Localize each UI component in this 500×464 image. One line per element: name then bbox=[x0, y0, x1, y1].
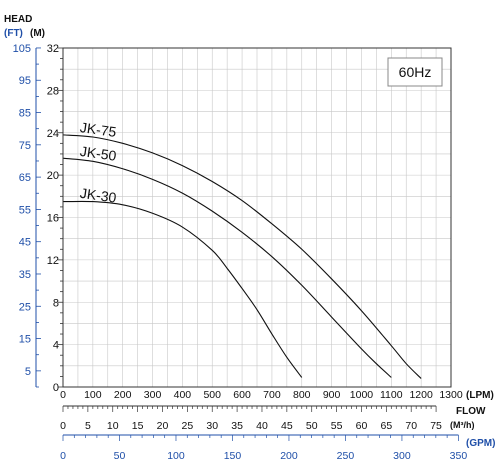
x-m3h-tick-label: 55 bbox=[331, 420, 343, 432]
x-lpm-tick-label: 900 bbox=[323, 389, 341, 401]
x-gpm-tick-label: 0 bbox=[60, 450, 66, 462]
x-m3h-tick-label: 65 bbox=[380, 420, 392, 432]
x-m3h-tick-label: 35 bbox=[231, 420, 243, 432]
x-m3h-tick-label: 75 bbox=[430, 420, 442, 432]
m3h-unit: (M³/h) bbox=[450, 420, 475, 430]
x-lpm-tick-label: 0 bbox=[60, 389, 66, 401]
x-gpm-tick-label: 150 bbox=[224, 450, 242, 462]
y-ft-tick-label: 55 bbox=[19, 204, 31, 216]
x-m3h-tick-label: 25 bbox=[182, 420, 194, 432]
x-lpm-tick-label: 1300 bbox=[439, 389, 463, 401]
grid bbox=[63, 48, 451, 387]
x-lpm-tick-label: 800 bbox=[293, 389, 311, 401]
x-lpm-tick-label: 600 bbox=[233, 389, 251, 401]
series-label-jk-30: JK-30 bbox=[79, 185, 118, 206]
head-axis-title: HEAD bbox=[4, 14, 32, 25]
x-m3h-tick-label: 20 bbox=[157, 420, 169, 432]
y-ft-tick-label: 35 bbox=[19, 269, 31, 281]
pump-curves: JK-75 JK-50 JK-30 bbox=[62, 119, 422, 379]
y-m-tick-label: 28 bbox=[47, 85, 59, 97]
x-m3h-tick-label: 40 bbox=[256, 420, 268, 432]
x-m3h-tick-label: 45 bbox=[281, 420, 293, 432]
y-m-tick-label: 16 bbox=[47, 213, 59, 225]
x-gpm-tick-label: 200 bbox=[280, 450, 298, 462]
y-ft-tick-label: 85 bbox=[19, 108, 31, 120]
frequency-box bbox=[387, 57, 443, 87]
y-ft-tick-label: 5 bbox=[25, 366, 31, 378]
y-ft-tick-label: 15 bbox=[19, 334, 31, 346]
head-m-unit: (M) bbox=[30, 28, 45, 39]
head-ft-unit: (FT) bbox=[4, 28, 23, 39]
y-m-tick-label: 0 bbox=[53, 382, 59, 394]
gpm-unit: (GPM) bbox=[466, 438, 495, 449]
x-lpm-tick-label: 200 bbox=[114, 389, 132, 401]
series-label-jk-75: JK-75 bbox=[79, 119, 118, 140]
x-m3h-tick-label: 60 bbox=[356, 420, 368, 432]
x-gpm-tick-label: 350 bbox=[450, 450, 468, 462]
x-lpm-tick-label: 500 bbox=[203, 389, 221, 401]
frequency-label: 60Hz bbox=[399, 64, 432, 80]
x-m3h-tick-label: 10 bbox=[107, 420, 119, 432]
x-lpm-tick-label: 1100 bbox=[380, 389, 403, 401]
x-m3h-tick-label: 70 bbox=[405, 420, 417, 432]
x-lpm-tick-label: 1200 bbox=[409, 389, 433, 401]
axes bbox=[35, 47, 459, 441]
x-lpm-tick-label: 100 bbox=[84, 389, 102, 401]
x-m3h-tick-label: 5 bbox=[85, 420, 91, 432]
y-m-tick-label: 8 bbox=[53, 297, 59, 309]
flow-axis-title: FLOW bbox=[456, 406, 486, 417]
x-gpm-tick-label: 100 bbox=[167, 450, 185, 462]
y-ft-tick-label: 25 bbox=[19, 301, 31, 313]
x-m3h-tick-label: 0 bbox=[60, 420, 66, 432]
curve-jk-50 bbox=[62, 157, 392, 378]
x-lpm-tick-label: 700 bbox=[263, 389, 281, 401]
y-ft-tick-label: 95 bbox=[19, 75, 31, 87]
y-ft-tick-label: 75 bbox=[19, 140, 31, 152]
y-ft-tick-label: 65 bbox=[19, 172, 31, 184]
x-gpm-tick-label: 300 bbox=[393, 450, 411, 462]
x-lpm-tick-label: 400 bbox=[174, 389, 192, 401]
y-m-tick-label: 32 bbox=[47, 43, 59, 55]
x-m3h-tick-label: 30 bbox=[206, 420, 218, 432]
x-m3h-tick-label: 50 bbox=[306, 420, 318, 432]
y-m-tick-label: 24 bbox=[47, 128, 59, 140]
series-label-jk-50: JK-50 bbox=[79, 143, 118, 164]
x-lpm-tick-label: 1000 bbox=[350, 389, 374, 401]
curve-jk-30 bbox=[62, 200, 303, 378]
y-ft-tick-label: 105 bbox=[13, 43, 31, 55]
y-m-tick-label: 12 bbox=[47, 255, 59, 267]
curve-jk-75 bbox=[62, 134, 422, 379]
y-m-tick-label: 4 bbox=[53, 340, 59, 352]
y-ft-tick-label: 45 bbox=[19, 237, 31, 249]
x-m3h-tick-label: 15 bbox=[132, 420, 144, 432]
x-lpm-tick-label: 300 bbox=[144, 389, 162, 401]
lpm-unit: (LPM) bbox=[466, 390, 494, 401]
x-gpm-tick-label: 250 bbox=[337, 450, 355, 462]
y-m-tick-label: 20 bbox=[47, 170, 59, 182]
x-gpm-tick-label: 50 bbox=[114, 450, 126, 462]
